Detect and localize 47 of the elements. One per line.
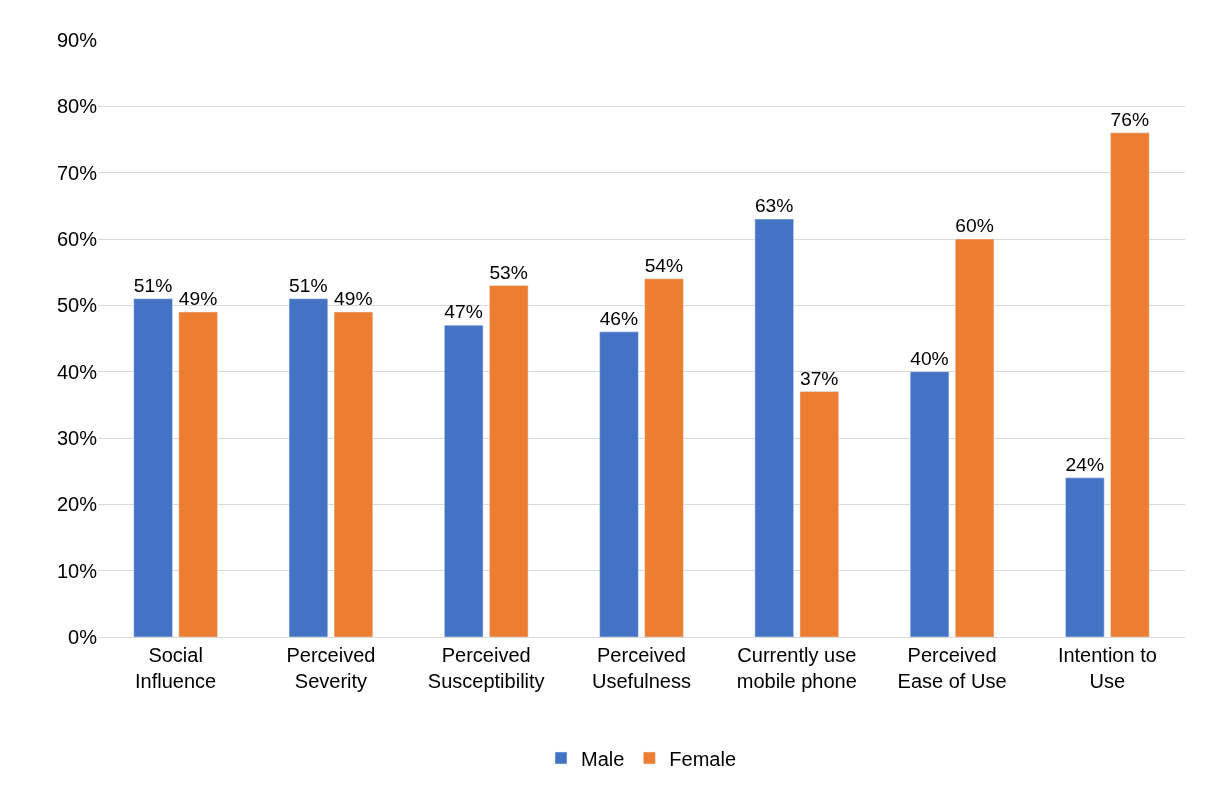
- y-tick-label: 90%: [56, 29, 98, 51]
- bar: [644, 278, 684, 637]
- data-label: 37%: [799, 367, 839, 389]
- data-label: 47%: [444, 301, 483, 323]
- x-tick-label: Intention to Use: [1057, 644, 1157, 692]
- x-tick-label: Currently use mobile phone: [736, 644, 857, 692]
- bar: [754, 218, 794, 637]
- y-tick-label: 0%: [68, 626, 98, 648]
- x-tick-label: Perceived Severity: [286, 644, 376, 692]
- y-tick-label: 10%: [56, 559, 98, 582]
- x-tick-label: Social Influence: [135, 644, 217, 692]
- data-label: 63%: [754, 195, 794, 217]
- data-label: 54%: [644, 254, 684, 276]
- data-label: 49%: [178, 288, 218, 310]
- data-label: 46%: [599, 308, 639, 330]
- bar: [288, 298, 329, 637]
- bar: [489, 285, 529, 637]
- bar: [599, 331, 639, 637]
- x-tick-label: Perceived Usefulness: [592, 644, 691, 692]
- bar: [178, 311, 218, 637]
- data-label: 60%: [955, 215, 994, 237]
- bar: [333, 311, 374, 637]
- y-tick-label: 80%: [56, 95, 98, 118]
- bar: [1110, 132, 1150, 637]
- data-label: 51%: [289, 274, 328, 296]
- legend-label: Male: [581, 747, 625, 770]
- y-tick-label: 20%: [56, 493, 98, 516]
- data-label: 76%: [1110, 109, 1150, 131]
- legend-label: Female: [669, 747, 737, 770]
- bar: [444, 324, 484, 637]
- bar: [133, 298, 173, 637]
- data-label: 53%: [489, 261, 528, 283]
- data-label: 51%: [133, 274, 173, 296]
- y-tick-label: 70%: [56, 161, 98, 184]
- y-tick-label: 40%: [56, 360, 98, 383]
- data-label: 40%: [910, 347, 949, 369]
- data-label: 49%: [334, 288, 373, 310]
- x-tick-label: Perceived Ease of Use: [897, 644, 1007, 692]
- x-tick-label: Perceived Susceptibility: [427, 644, 545, 692]
- y-tick-label: 60%: [56, 228, 98, 250]
- data-label: 24%: [1065, 453, 1104, 475]
- y-tick-label: 30%: [56, 427, 98, 449]
- bar: [1065, 477, 1105, 637]
- bar: [909, 371, 950, 637]
- bar: [799, 391, 839, 637]
- y-tick-label: 50%: [56, 294, 98, 317]
- bar: [954, 238, 995, 637]
